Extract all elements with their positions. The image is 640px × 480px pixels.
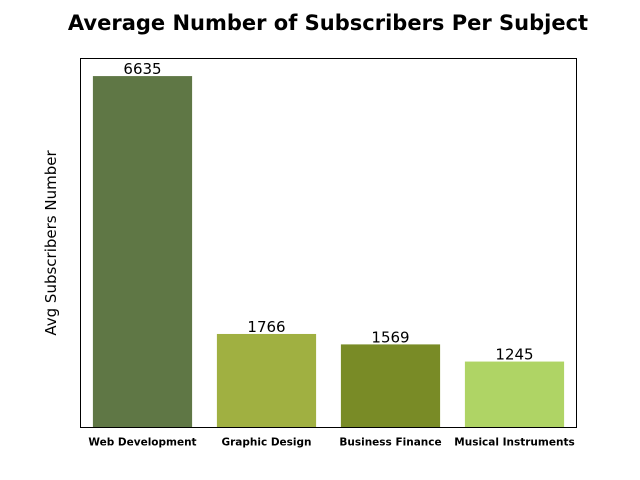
bar-graphic-design (216, 333, 317, 428)
bar-musical-instruments (464, 361, 565, 428)
x-tick-label-graphic-design: Graphic Design (221, 437, 311, 449)
value-label-graphic-design: 1766 (247, 318, 285, 336)
bar-business-finance (340, 344, 441, 428)
x-tick-label-web-development: Web Development (88, 437, 196, 449)
x-tick-labels-group: Web Development Graphic Design Business Fi… (88, 437, 574, 449)
value-label-musical-instruments: 1245 (495, 346, 533, 364)
value-label-business-finance: 1569 (371, 328, 409, 346)
y-axis-label: Avg Subscribers Number (42, 150, 60, 336)
value-labels-group: 6635 1766 1569 1245 (123, 60, 533, 363)
value-label-web-development: 6635 (123, 60, 161, 78)
chart-title: Average Number of Subscribers Per Subjec… (68, 11, 588, 35)
bars-group (92, 76, 565, 428)
x-tick-label-musical-instruments: Musical Instruments (454, 437, 574, 449)
plot-area-frame (80, 58, 577, 428)
x-tick-label-business-finance: Business Finance (339, 437, 441, 449)
bar-web-development (92, 76, 193, 428)
